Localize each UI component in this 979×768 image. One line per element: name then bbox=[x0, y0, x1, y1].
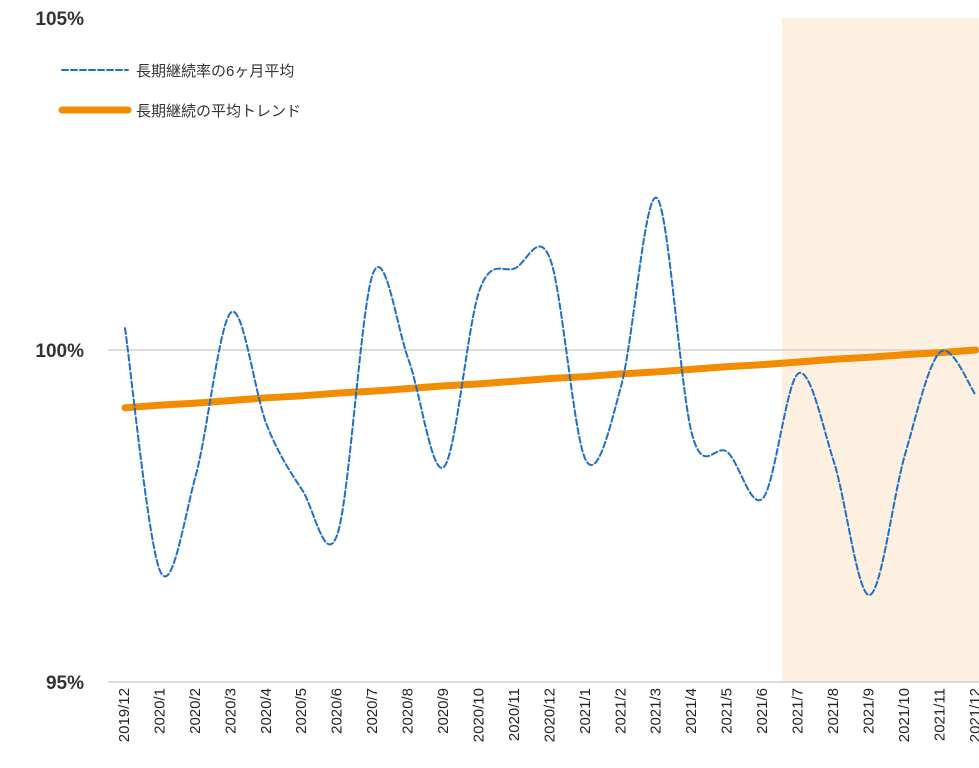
x-tick-label: 2021/9 bbox=[860, 688, 877, 734]
x-tick-label: 2021/4 bbox=[683, 688, 700, 734]
series-line bbox=[121, 346, 979, 412]
x-tick-label: 2020/5 bbox=[293, 688, 310, 734]
x-tick-label: 2021/12 bbox=[967, 688, 979, 742]
x-tick-label: 2020/10 bbox=[470, 688, 487, 742]
x-tick-label: 2021/10 bbox=[896, 688, 913, 742]
x-tick-label: 2021/1 bbox=[577, 688, 594, 734]
legend-label: 長期継続率の6ヶ月平均 bbox=[136, 63, 294, 80]
x-tick-label: 2020/4 bbox=[258, 688, 275, 734]
x-tick-label: 2020/8 bbox=[400, 688, 417, 734]
x-tick-label: 2021/2 bbox=[612, 688, 629, 734]
x-tick-label: 2020/1 bbox=[151, 688, 168, 734]
plot-area: 95% 100% 105% 2019/12 2020/1 2020/2 2020/3 2020… bbox=[35, 9, 979, 742]
x-tick-label: 2021/7 bbox=[790, 688, 807, 734]
x-tick-label: 2020/9 bbox=[435, 688, 452, 734]
x-tick-label: 2020/3 bbox=[222, 688, 239, 734]
x-tick-label: 2020/6 bbox=[329, 688, 346, 734]
x-tick-label: 2021/11 bbox=[931, 688, 948, 741]
x-tick-label: 2021/6 bbox=[754, 688, 771, 734]
x-tick-label: 2020/11 bbox=[506, 688, 523, 741]
series-line bbox=[124, 196, 977, 597]
x-tick-label: 2021/5 bbox=[719, 688, 736, 734]
y-tick-label: 100% bbox=[35, 341, 84, 362]
x-tick-label: 2021/3 bbox=[648, 688, 665, 734]
legend-label: 長期継続の平均トレンド bbox=[136, 103, 301, 120]
x-tick-label: 2020/12 bbox=[541, 688, 558, 742]
x-tick-label: 2020/7 bbox=[364, 688, 381, 734]
x-tick-label: 2019/12 bbox=[116, 688, 133, 742]
x-tick-label: 2020/2 bbox=[187, 688, 204, 734]
y-tick-label: 95% bbox=[46, 673, 84, 694]
x-tick-label: 2021/8 bbox=[825, 688, 842, 734]
y-tick-label: 105% bbox=[35, 9, 84, 30]
